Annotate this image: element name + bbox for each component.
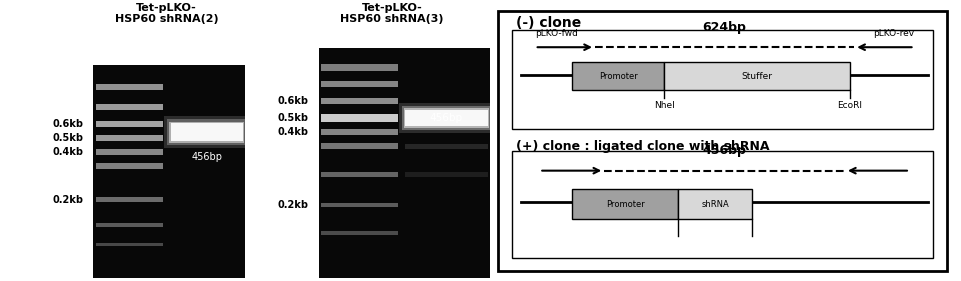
Bar bbox=[572, 189, 678, 219]
Bar bbox=[406, 110, 487, 126]
Text: 0.2kb: 0.2kb bbox=[278, 200, 308, 210]
Bar bbox=[321, 81, 398, 87]
Bar bbox=[664, 62, 850, 90]
Bar bbox=[321, 231, 398, 235]
Text: shRNA: shRNA bbox=[702, 200, 729, 209]
Text: Promoter: Promoter bbox=[599, 72, 637, 81]
Bar bbox=[171, 123, 242, 141]
Text: EcoRI: EcoRI bbox=[837, 101, 862, 110]
Bar bbox=[319, 48, 493, 278]
Bar bbox=[405, 108, 488, 128]
Bar bbox=[95, 104, 163, 110]
Bar bbox=[95, 121, 163, 127]
Bar bbox=[321, 64, 398, 71]
Text: 0.5kb: 0.5kb bbox=[278, 113, 308, 123]
Bar bbox=[167, 119, 246, 146]
Text: 456bp: 456bp bbox=[430, 113, 463, 123]
Bar bbox=[164, 116, 249, 148]
Text: 624bp: 624bp bbox=[702, 21, 747, 34]
Bar bbox=[678, 189, 752, 219]
Bar bbox=[511, 30, 933, 129]
Text: pLKO-rev: pLKO-rev bbox=[874, 29, 915, 38]
Bar bbox=[321, 203, 398, 207]
Bar bbox=[321, 172, 398, 177]
Bar bbox=[321, 129, 398, 135]
Text: 456bp: 456bp bbox=[702, 144, 747, 157]
Bar bbox=[169, 121, 244, 143]
Text: (+) clone : ligated clone with shRNA: (+) clone : ligated clone with shRNA bbox=[516, 140, 770, 153]
Text: 0.4kb: 0.4kb bbox=[278, 127, 308, 137]
Bar bbox=[95, 149, 163, 155]
Bar bbox=[403, 106, 491, 130]
Text: NheI: NheI bbox=[654, 101, 675, 110]
Text: Promoter: Promoter bbox=[605, 200, 645, 209]
Bar bbox=[93, 65, 248, 278]
Bar bbox=[399, 103, 494, 133]
Text: Stuffer: Stuffer bbox=[742, 72, 773, 81]
Bar bbox=[95, 243, 163, 246]
Text: Tet-pLKO-
HSP60 shRNA(2): Tet-pLKO- HSP60 shRNA(2) bbox=[114, 3, 218, 24]
Text: 0.4kb: 0.4kb bbox=[52, 147, 84, 157]
Bar bbox=[95, 197, 163, 202]
Text: 456bp: 456bp bbox=[191, 152, 222, 162]
Bar bbox=[511, 151, 933, 258]
Text: (-) clone: (-) clone bbox=[516, 16, 581, 30]
Bar bbox=[95, 223, 163, 227]
Bar bbox=[321, 98, 398, 104]
Bar bbox=[95, 163, 163, 169]
Bar bbox=[406, 144, 487, 149]
Text: 0.6kb: 0.6kb bbox=[52, 119, 84, 129]
Bar bbox=[406, 172, 487, 177]
Bar bbox=[321, 114, 398, 122]
Text: 0.6kb: 0.6kb bbox=[278, 96, 308, 106]
Bar bbox=[95, 135, 163, 141]
Bar bbox=[321, 143, 398, 149]
Text: pLKO-fwd: pLKO-fwd bbox=[534, 29, 578, 38]
Bar bbox=[572, 62, 664, 90]
Bar bbox=[95, 84, 163, 90]
Text: 0.2kb: 0.2kb bbox=[52, 194, 84, 205]
Text: Tet-pLKO-
HSP60 shRNA(3): Tet-pLKO- HSP60 shRNA(3) bbox=[340, 3, 444, 24]
Text: 0.5kb: 0.5kb bbox=[52, 133, 84, 143]
